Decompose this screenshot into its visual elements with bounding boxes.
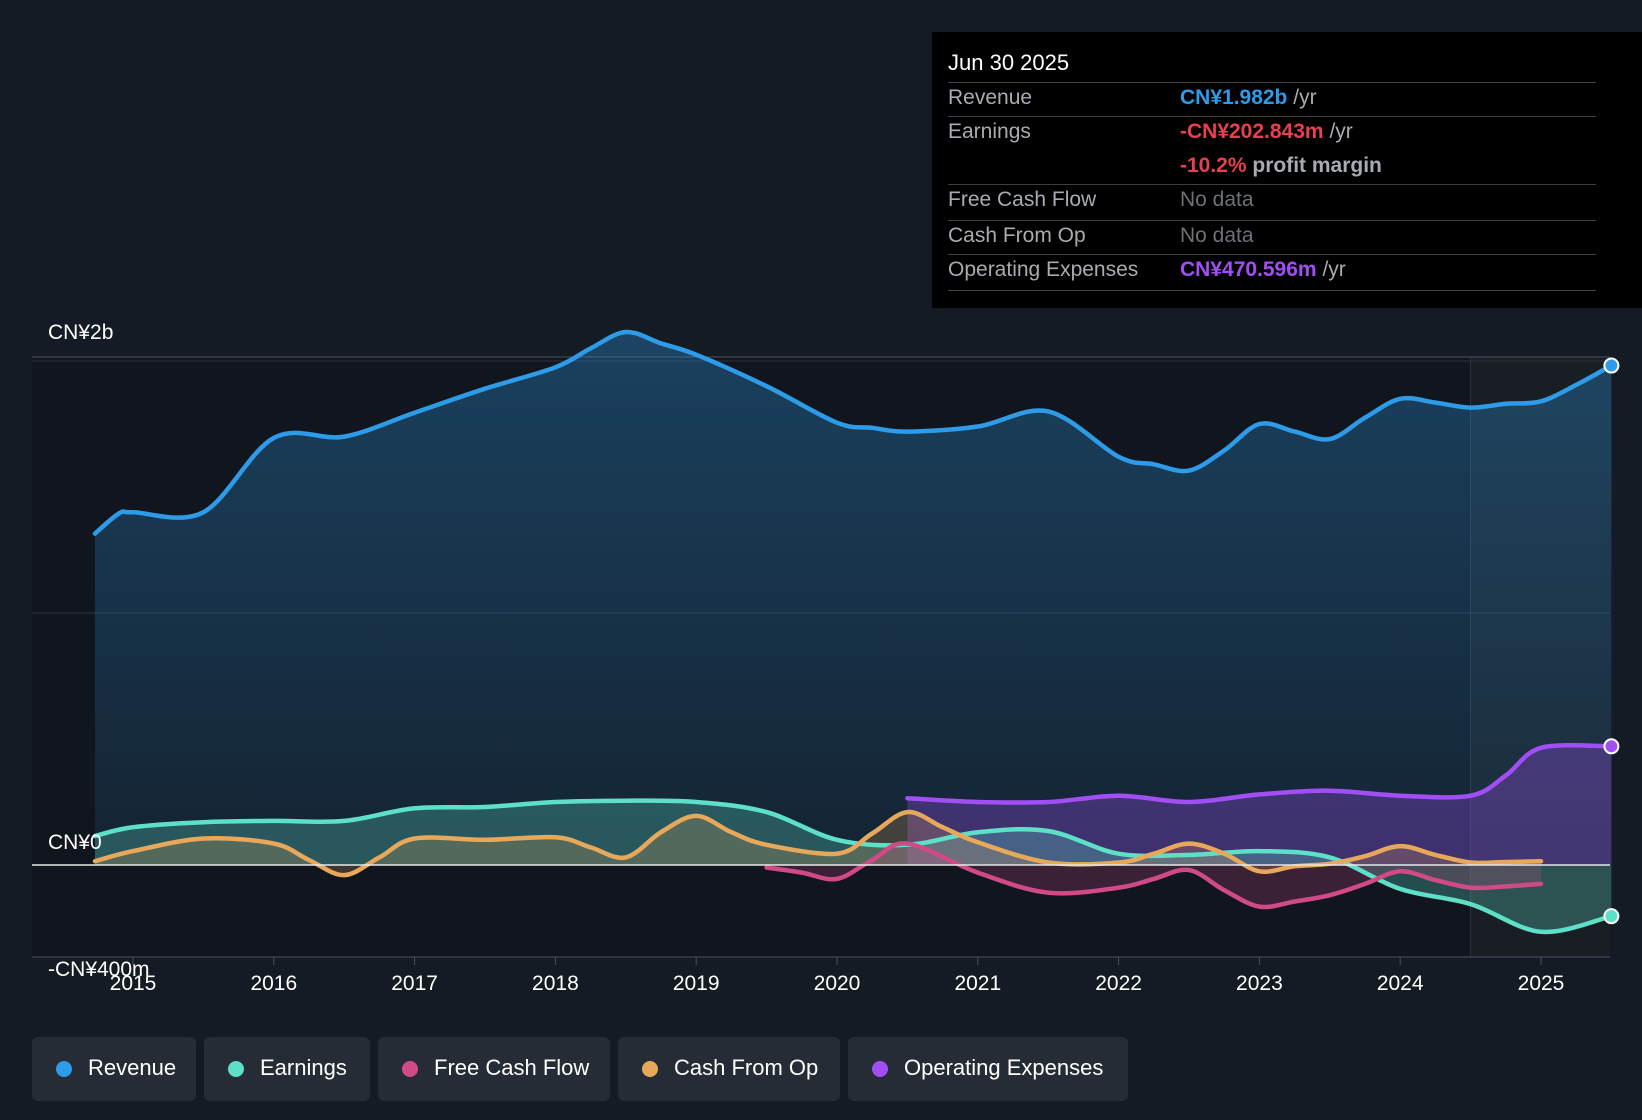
- y-axis-label: -CN¥400m: [48, 958, 150, 981]
- x-tick-label: 2015: [110, 972, 157, 995]
- y-axis-label: CN¥2b: [48, 321, 113, 344]
- line-earnings: [92, 798, 1614, 935]
- tooltip-suffix-opex: /yr: [1322, 258, 1346, 281]
- area-operating-expenses: [907, 745, 1612, 865]
- series-end-markers: [1603, 357, 1620, 925]
- end-marker-earnings: [1603, 908, 1620, 925]
- tooltip-value-fcf: No data: [1180, 188, 1254, 211]
- tooltip-suffix-margin: profit margin: [1252, 154, 1382, 177]
- legend-dot-icon: [402, 1061, 418, 1077]
- tooltip-suffix-revenue: /yr: [1293, 86, 1317, 109]
- legend-item-earnings[interactable]: Earnings: [204, 1037, 370, 1101]
- x-tick-label: 2016: [250, 972, 297, 995]
- tooltip-date: Jun 30 2025: [948, 50, 1070, 75]
- legend-item-operating-expenses[interactable]: Operating Expenses: [848, 1037, 1128, 1101]
- tooltip-label-revenue: Revenue: [948, 86, 1033, 109]
- tooltip-label-cfo: Cash From Op: [948, 224, 1086, 247]
- tooltip-label-fcf: Free Cash Flow: [948, 188, 1097, 211]
- area-free-cash-flow: [766, 843, 1541, 908]
- area-cash-from-op: [95, 812, 1541, 876]
- x-tick-label: 2022: [1095, 972, 1142, 995]
- legend-label: Free Cash Flow: [434, 1055, 590, 1080]
- legend-dot-icon: [642, 1061, 658, 1077]
- tooltip-divider: [948, 254, 1596, 255]
- legend-label: Earnings: [260, 1055, 347, 1080]
- tooltip-value-earnings: -CN¥202.843m: [1180, 120, 1324, 143]
- line-cash-from-op: [92, 809, 1544, 878]
- tooltip-value-margin: -10.2%: [1180, 154, 1247, 177]
- tooltip-divider: [948, 116, 1596, 117]
- line-free-cash-flow: [764, 841, 1544, 910]
- x-tick-label: 2019: [673, 972, 720, 995]
- tooltip-panel: Jun 30 2025 Revenue CN¥1.982b /yr Earnin…: [932, 32, 1642, 308]
- tooltip-value-opex: CN¥470.596m: [1180, 258, 1317, 281]
- x-tick-label: 2017: [391, 972, 438, 995]
- x-tick-label: 2024: [1377, 972, 1424, 995]
- x-axis: 2015 2016 2017 2018 2019 2020 2021 2022 2023 2024…: [110, 957, 1565, 995]
- tooltip-divider: [948, 290, 1596, 291]
- legend-label: Cash From Op: [674, 1055, 819, 1080]
- area-earnings: [95, 800, 1612, 932]
- tooltip-label-earnings: Earnings: [948, 120, 1031, 143]
- legend-label: Revenue: [88, 1055, 177, 1080]
- series-areas: [95, 331, 1612, 932]
- x-tick-label: 2025: [1518, 972, 1565, 995]
- legend-dot-icon: [872, 1061, 888, 1077]
- x-tick-label: 2020: [814, 972, 861, 995]
- x-tick-label: 2018: [532, 972, 579, 995]
- tooltip-divider: [948, 82, 1596, 83]
- line-operating-expenses: [905, 743, 1614, 805]
- series-lines: [32, 329, 1614, 935]
- legend-item-revenue[interactable]: Revenue: [32, 1037, 196, 1101]
- x-tick-label: 2021: [954, 972, 1001, 995]
- legend-item-cash-from-op[interactable]: Cash From Op: [618, 1037, 840, 1101]
- legend-dot-icon: [228, 1061, 244, 1077]
- end-marker-revenue: [1603, 357, 1620, 374]
- y-axis-label: CN¥0: [48, 831, 102, 854]
- line-revenue: [92, 329, 1614, 536]
- area-revenue: [95, 331, 1612, 865]
- tooltip-divider: [948, 220, 1596, 221]
- y-axis-labels: CN¥2b CN¥0 -CN¥400m: [48, 321, 150, 981]
- legend-item-free-cash-flow[interactable]: Free Cash Flow: [378, 1037, 610, 1101]
- legend-label: Operating Expenses: [904, 1055, 1104, 1080]
- legend-dot-icon: [56, 1061, 72, 1077]
- tooltip-divider: [948, 184, 1596, 185]
- tooltip-label-opex: Operating Expenses: [948, 258, 1139, 281]
- x-tick-label: 2023: [1236, 972, 1283, 995]
- end-marker-operating-expenses: [1603, 738, 1620, 755]
- tooltip-value-cfo: No data: [1180, 224, 1254, 247]
- tooltip-value-revenue: CN¥1.982b: [1180, 86, 1288, 109]
- tooltip-suffix-earnings: /yr: [1329, 120, 1353, 143]
